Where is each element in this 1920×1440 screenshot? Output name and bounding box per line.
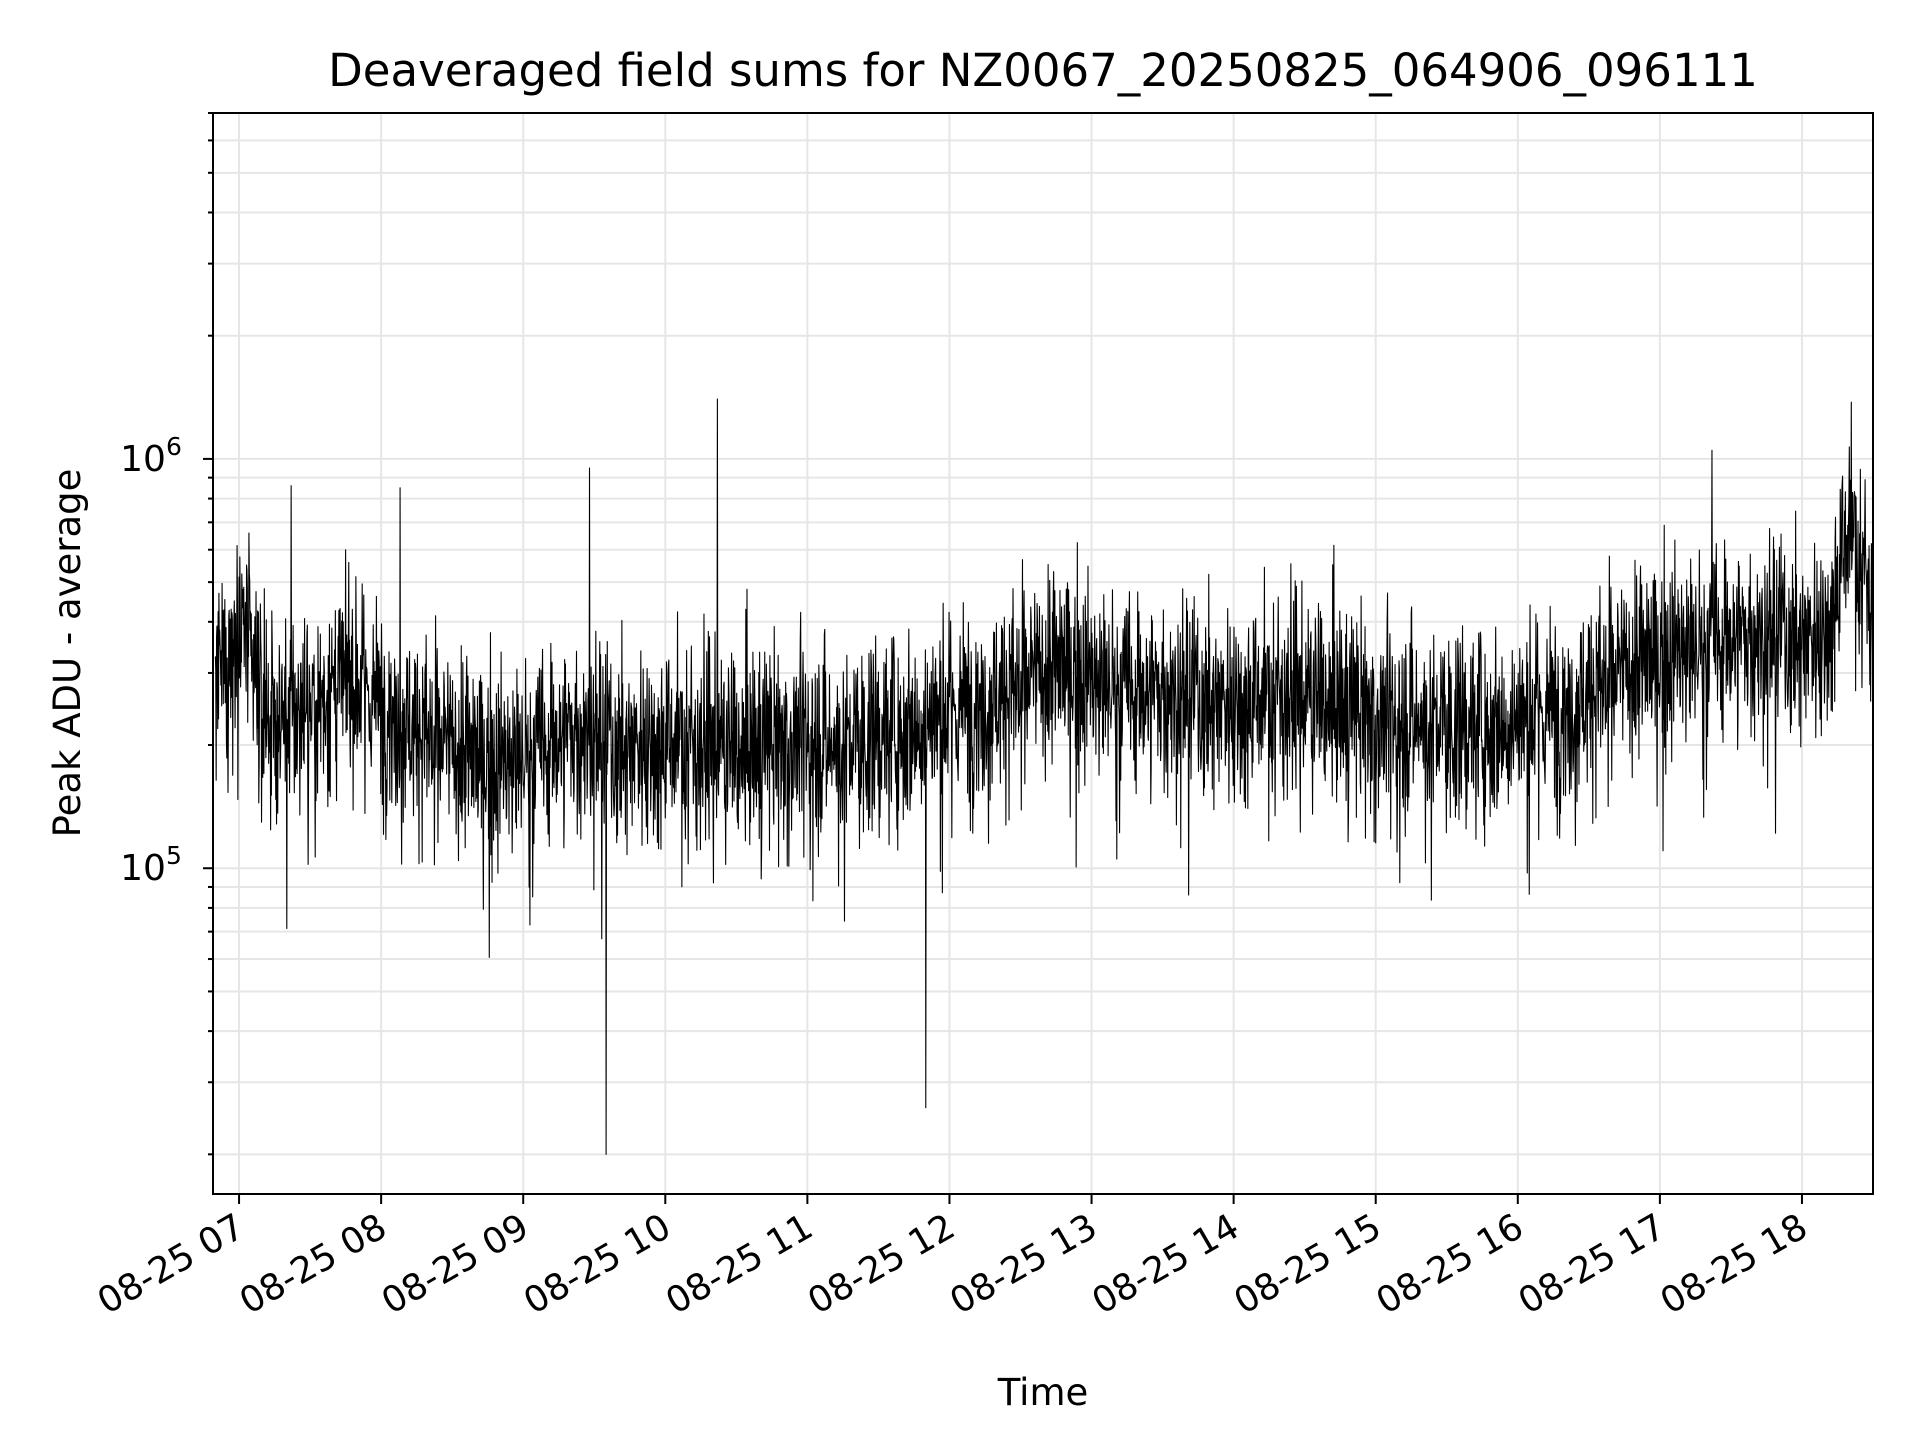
series-trace xyxy=(214,398,1874,1155)
y-tick-label: 106 xyxy=(120,432,182,480)
y-axis-label: Peak ADU - average xyxy=(46,469,89,838)
y-tick-base: 10 xyxy=(120,848,166,889)
y-tick-base: 10 xyxy=(120,439,166,480)
plot-frame xyxy=(212,112,1874,1195)
chart-title: Deaveraged field sums for NZ0067_2025082… xyxy=(328,44,1758,97)
series-line xyxy=(214,398,1874,1155)
y-tick-exponent: 5 xyxy=(166,841,182,870)
y-tick-exponent: 6 xyxy=(166,432,182,461)
x-axis-label: Time xyxy=(997,1371,1089,1414)
y-tick-label: 105 xyxy=(120,841,182,889)
